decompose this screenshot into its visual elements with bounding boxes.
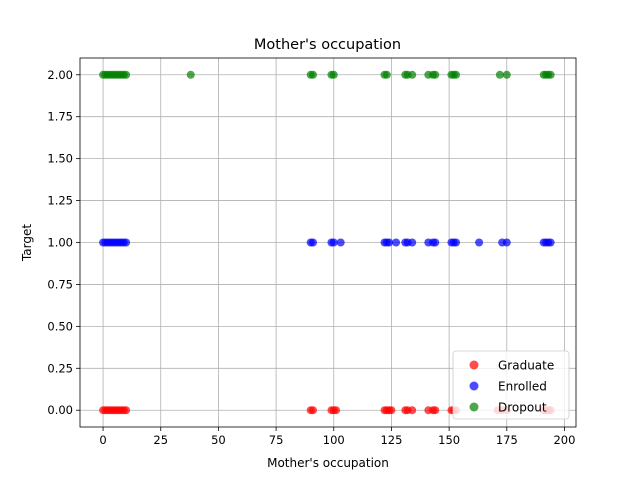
legend-marker [469,402,479,412]
chart-title: Mother's occupation [254,37,401,53]
data-point [475,238,484,247]
data-point [546,238,555,247]
data-point [502,238,511,247]
legend-marker [469,360,479,370]
axis-ticks: 0 25 50 75 100 125 150 175 200 0.00 0.25 0.50 0.75 1.… [47,68,575,447]
data-point [309,406,318,415]
data-point [546,70,555,79]
legend-label: Graduate [498,359,554,373]
data-point [431,406,440,415]
y-tick-label: 0.00 [47,403,73,417]
data-point [431,238,440,247]
x-axis-label: Mother's occupation [267,456,389,470]
data-point [408,406,417,415]
data-point [329,70,338,79]
series-enrolled [99,238,555,247]
data-point [329,238,338,247]
y-tick-label: 1.00 [47,236,73,250]
data-point [122,70,131,79]
data-point [387,406,396,415]
data-point [392,238,401,247]
data-point [332,406,341,415]
data-point [382,70,391,79]
y-tick-label: 0.50 [47,319,73,333]
y-tick-label: 1.50 [47,152,73,166]
legend-box [452,350,570,420]
legend-label: Enrolled [498,380,547,394]
data-point [452,238,461,247]
data-point [408,70,417,79]
legend: Graduate Enrolled Dropout [452,350,570,420]
x-tick-label: 150 [438,433,460,447]
y-tick-label: 0.25 [47,361,73,375]
x-tick-label: 100 [323,433,345,447]
x-tick-label: 175 [496,433,518,447]
data-point [385,238,394,247]
data-point [431,70,440,79]
data-point [309,238,318,247]
data-point [186,70,195,79]
data-point [122,406,131,415]
y-tick-label: 0.75 [47,277,73,291]
data-point [336,238,345,247]
x-tick-label: 50 [211,433,226,447]
series-dropout [99,70,555,79]
data-point [408,238,417,247]
y-tick-label: 1.25 [47,194,73,208]
y-tick-label: 1.75 [47,110,73,124]
x-tick-label: 125 [380,433,402,447]
data-point [502,70,511,79]
x-tick-label: 25 [153,433,168,447]
y-tick-label: 2.00 [47,68,73,82]
legend-marker [469,381,479,391]
legend-label: Dropout [498,401,547,415]
x-tick-label: 75 [269,433,284,447]
x-tick-label: 0 [99,433,106,447]
y-axis-label: Target [20,224,34,262]
x-tick-label: 200 [553,433,575,447]
data-point [452,70,461,79]
data-point [309,70,318,79]
data-point [122,238,131,247]
data-point [495,70,504,79]
